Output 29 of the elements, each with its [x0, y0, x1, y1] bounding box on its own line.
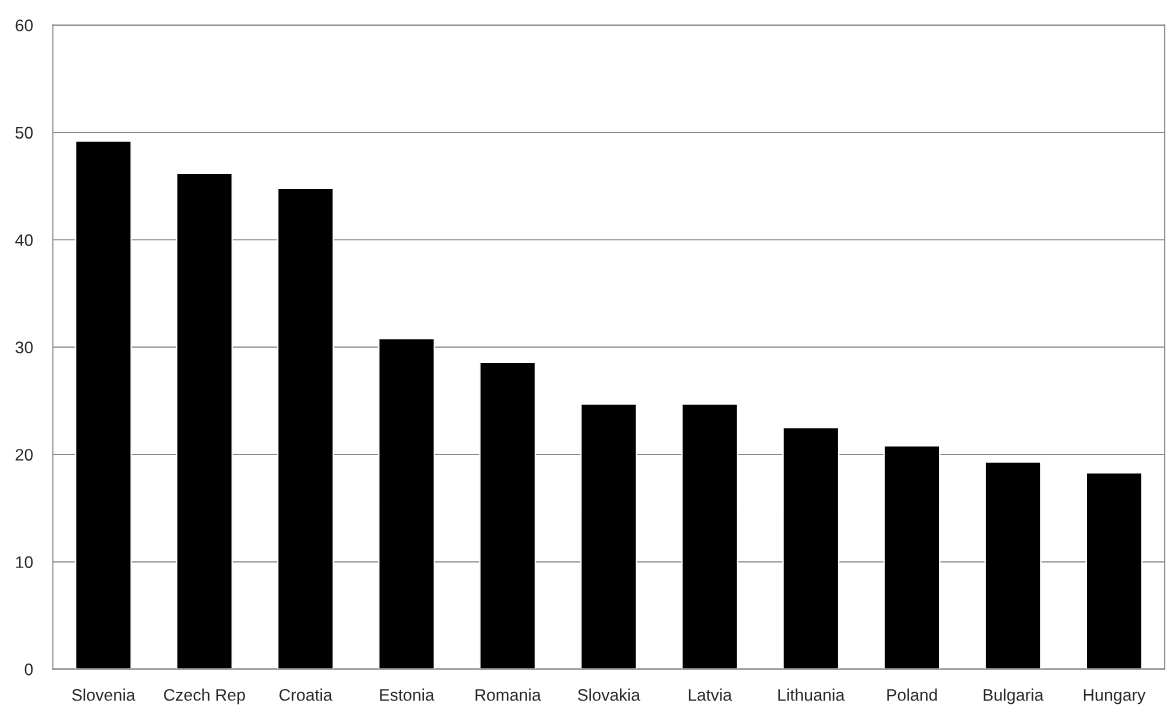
x-tick-label: Romania	[475, 688, 541, 701]
bar	[277, 187, 334, 670]
y-tick-label: 60	[15, 19, 33, 32]
bar	[580, 403, 638, 670]
x-tick-label: Hungary	[1083, 689, 1146, 705]
x-tick-label: Bulgaria	[983, 688, 1044, 705]
bar	[883, 445, 941, 670]
y-tick-label: 10	[16, 556, 33, 569]
x-tick-label: Slovakia	[577, 688, 641, 701]
x-tick-label: Lithuania	[778, 688, 845, 701]
bar	[175, 172, 233, 670]
bar	[782, 426, 840, 670]
x-tick-label: Slovenia	[72, 688, 136, 701]
bar	[984, 461, 1042, 670]
y-tick-label: 40	[15, 234, 33, 247]
x-tick-label: Poland	[887, 688, 937, 701]
y-tick-label: 0	[24, 663, 33, 676]
x-tick-label: Latvia	[688, 688, 733, 701]
y-tick-label: 30	[15, 341, 33, 354]
y-tick-label: 50	[15, 126, 33, 139]
bar	[378, 337, 436, 670]
x-tick-label: Estonia	[380, 688, 435, 701]
bar	[479, 361, 537, 670]
bar	[681, 403, 739, 670]
x-tick-label: Croatia	[279, 688, 333, 701]
bar	[1085, 472, 1143, 670]
bar	[74, 140, 132, 670]
x-tick-label: Czech Rep	[164, 688, 245, 705]
y-tick-label: 20	[15, 448, 33, 461]
